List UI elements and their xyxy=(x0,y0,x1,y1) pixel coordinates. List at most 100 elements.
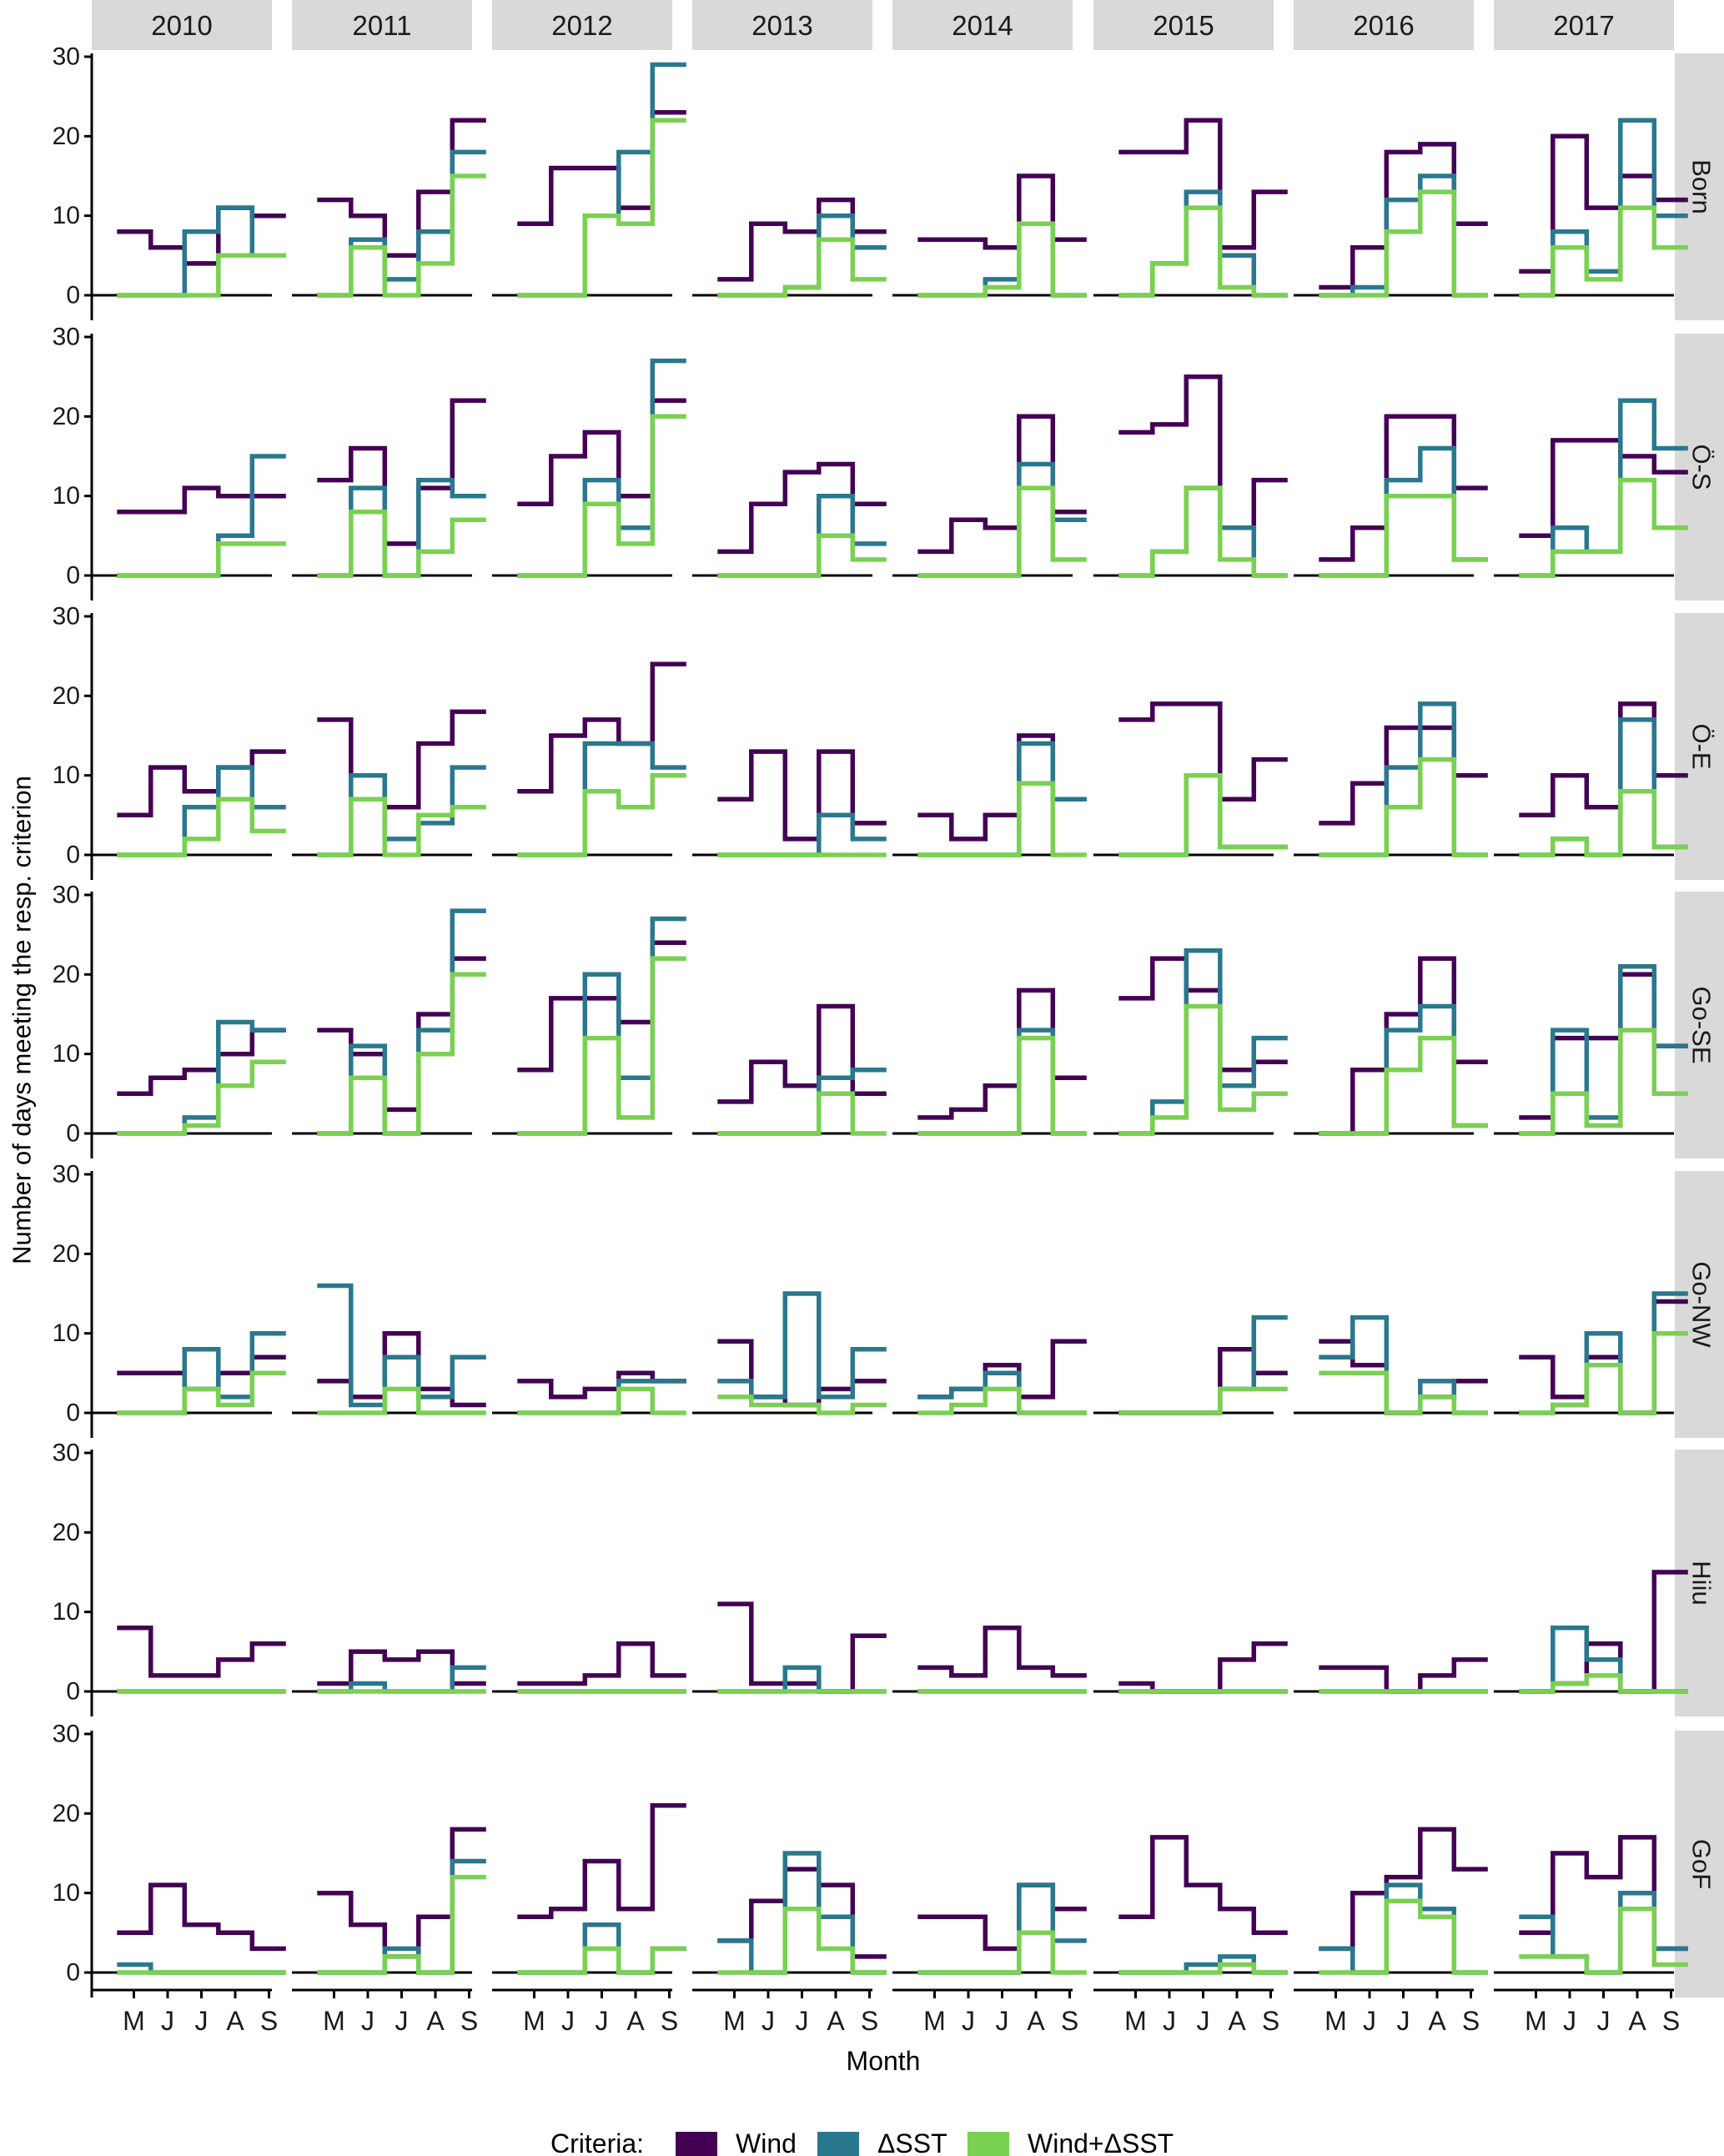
series-delta-SST xyxy=(117,205,286,298)
panel-Born-2015 xyxy=(1093,118,1288,298)
series-delta-SST xyxy=(117,454,286,578)
y-tick-label: 30 xyxy=(53,1721,80,1748)
panel-Go-NW-2015 xyxy=(1093,1314,1288,1415)
x-tick-label: M xyxy=(1525,2006,1547,2036)
series-Wind xyxy=(117,485,286,515)
series-Wind-plus-delta-SST xyxy=(317,509,486,578)
x-tick-label: M xyxy=(923,2006,946,2036)
panel-Ö-E-2014 xyxy=(892,733,1087,857)
series-delta-SST xyxy=(517,916,686,1136)
panel-Ö-E-2015 xyxy=(1093,701,1288,857)
legend-label-2: Wind+ΔSST xyxy=(1028,2128,1174,2156)
x-tick-label: J xyxy=(996,2006,1009,2036)
row-strip-Hiiu xyxy=(1675,1450,1724,1716)
y-tick-label: 10 xyxy=(53,202,80,229)
x-tick-label: S xyxy=(460,2006,478,2036)
series-Wind-plus-delta-SST xyxy=(517,1386,686,1415)
column-strip-label-2014: 2014 xyxy=(952,10,1013,41)
series-Wind-plus-delta-SST xyxy=(1519,477,1688,578)
y-tick-label: 20 xyxy=(53,123,80,150)
panel-Go-SE-2010 xyxy=(92,1019,286,1136)
x-tick-label: J xyxy=(1197,2006,1210,2036)
series-Wind xyxy=(1319,1339,1488,1415)
series-Wind-plus-delta-SST xyxy=(717,1906,887,1975)
panel-Ö-S-2017 xyxy=(1494,398,1688,578)
panel-Hiiu-2017 xyxy=(1494,1570,1688,1694)
y-tick-label: 20 xyxy=(53,403,80,430)
series-Wind-plus-delta-SST xyxy=(117,797,286,857)
series-Wind-plus-delta-SST xyxy=(1118,205,1288,298)
y-tick-label: 20 xyxy=(53,1519,80,1546)
series-Wind xyxy=(1319,956,1488,1136)
legend-swatch-2 xyxy=(968,2132,1009,2156)
x-tick-label: S xyxy=(1462,2006,1480,2036)
series-Wind-plus-delta-SST xyxy=(317,972,486,1136)
row-strip-label-Go-NW: Go-NW xyxy=(1687,1261,1716,1348)
y-tick-label: 10 xyxy=(53,1879,80,1907)
series-delta-SST xyxy=(1319,1314,1488,1415)
axes: 0 10 20 30 0 10 20 30 0 10 20 30 0 10 20 30 0 10 20 30 0 10 20… xyxy=(53,43,1681,2037)
panel-GoF-2015 xyxy=(1093,1835,1288,1975)
panel-Born-2010 xyxy=(92,205,286,298)
series-Wind xyxy=(1519,1299,1688,1415)
y-tick-label: 10 xyxy=(53,1319,80,1347)
panel-Hiiu-2015 xyxy=(1093,1641,1288,1694)
series-Wind-plus-delta-SST xyxy=(717,1395,887,1415)
series-delta-SST xyxy=(317,765,486,857)
series-Wind xyxy=(517,940,686,1073)
panel-Go-SE-2013 xyxy=(692,1003,887,1136)
series-delta-SST xyxy=(917,1882,1087,1975)
series-Wind-plus-delta-SST xyxy=(1519,1906,1688,1975)
x-tick-label: J xyxy=(796,2006,809,2036)
panel-GoF-2011 xyxy=(292,1827,486,1975)
panel-Hiiu-2013 xyxy=(692,1601,887,1694)
series-Wind-plus-delta-SST xyxy=(517,414,686,578)
y-axis-label: Number of days meeting the resp. criteri… xyxy=(8,776,37,1264)
column-strip-label-2013: 2013 xyxy=(751,10,812,41)
column-strip-label-2011: 2011 xyxy=(353,10,412,41)
panel-Ö-E-2011 xyxy=(292,709,486,857)
series-Wind xyxy=(717,1867,887,1959)
x-tick-label: J xyxy=(1163,2006,1176,2036)
series-Wind xyxy=(1519,438,1688,539)
row-strip-Ö-S xyxy=(1675,334,1724,601)
row-strip-label-Born: Born xyxy=(1687,159,1716,214)
panel-Ö-S-2014 xyxy=(892,414,1087,578)
series-Wind xyxy=(117,1625,286,1678)
series-Wind-plus-delta-SST xyxy=(117,541,286,578)
panel-Hiiu-2014 xyxy=(892,1625,1087,1694)
column-strip-label-2016: 2016 xyxy=(1353,10,1414,41)
panel-Go-NW-2017 xyxy=(1494,1291,1688,1415)
series-Wind-plus-delta-SST xyxy=(517,772,686,857)
series-delta-SST xyxy=(917,741,1087,857)
series-Wind xyxy=(1118,956,1288,1073)
y-tick-label: 30 xyxy=(53,43,80,71)
series-delta-SST xyxy=(1118,947,1288,1136)
column-strip-2015 xyxy=(1093,0,1274,50)
panel-Hiiu-2011 xyxy=(292,1649,486,1694)
panel-Ö-E-2012 xyxy=(492,661,686,857)
series-Wind-plus-delta-SST xyxy=(517,1946,686,1975)
series-delta-SST xyxy=(117,765,286,857)
series-Wind xyxy=(1118,1835,1288,1936)
column-strip-2013 xyxy=(692,0,872,50)
row-strip-label-Go-SE: Go-SE xyxy=(1687,986,1716,1063)
series-Wind xyxy=(1519,133,1688,274)
series-Wind xyxy=(1118,1641,1288,1694)
facet-panels xyxy=(92,62,1688,1975)
series-delta-SST xyxy=(517,62,686,298)
series-Wind xyxy=(917,733,1087,842)
legend-label-1: ΔSST xyxy=(877,2128,947,2156)
series-delta-SST xyxy=(1519,1625,1688,1694)
series-Wind-plus-delta-SST xyxy=(1118,1003,1288,1136)
row-strip-label-GoF: GoF xyxy=(1687,1839,1716,1889)
series-Wind xyxy=(717,197,887,282)
x-tick-label: J xyxy=(1397,2006,1410,2036)
x-tick-label: J xyxy=(161,2006,174,2036)
y-tick-label: 10 xyxy=(53,761,80,789)
panel-Go-SE-2014 xyxy=(892,988,1087,1136)
series-Wind-plus-delta-SST xyxy=(117,253,286,298)
series-delta-SST xyxy=(717,1291,887,1400)
column-strip-label-2017: 2017 xyxy=(1553,10,1614,41)
